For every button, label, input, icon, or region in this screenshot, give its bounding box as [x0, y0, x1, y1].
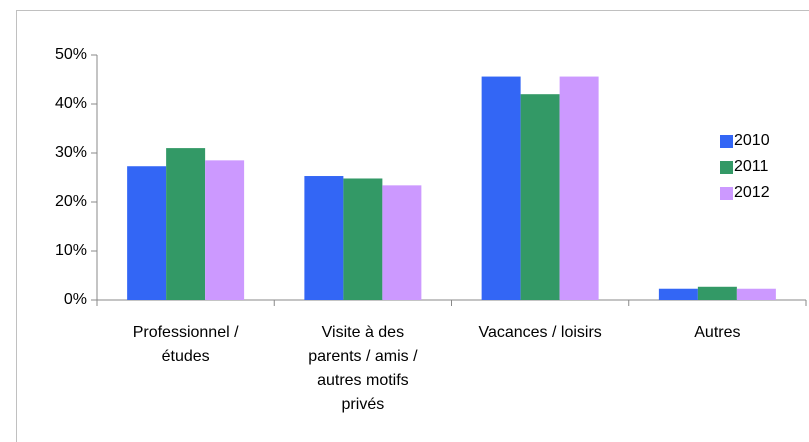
bar [481, 76, 521, 300]
y-tick-label: 30% [55, 144, 87, 161]
legend-swatch [720, 187, 733, 200]
y-tick-label: 10% [55, 242, 87, 259]
legend-label: 2012 [734, 184, 770, 201]
y-tick-label: 50% [55, 46, 87, 63]
legend-swatch [720, 135, 733, 148]
bar [304, 176, 344, 300]
chart-frame [16, 10, 809, 442]
bar [697, 286, 737, 300]
bar [127, 166, 167, 300]
y-tick-label: 40% [55, 95, 87, 112]
bar [343, 178, 383, 300]
x-tick-label: Vacances / loisirs [478, 324, 601, 341]
bar [166, 148, 206, 300]
bar [658, 288, 698, 300]
bar [736, 288, 776, 300]
y-tick-label: 0% [64, 291, 87, 308]
x-tick-label: Professionnel / études [133, 324, 239, 365]
bar [205, 160, 245, 300]
legend-label: 2011 [734, 158, 769, 175]
bar [559, 76, 599, 300]
bar [382, 185, 422, 300]
bar [520, 94, 560, 300]
x-tick-label: Visite à des parents / amis / autres motif… [308, 324, 418, 413]
legend-swatch [720, 161, 733, 174]
legend-label: 2010 [734, 132, 770, 149]
x-tick-label: Autres [694, 324, 740, 341]
y-tick-label: 20% [55, 193, 87, 210]
